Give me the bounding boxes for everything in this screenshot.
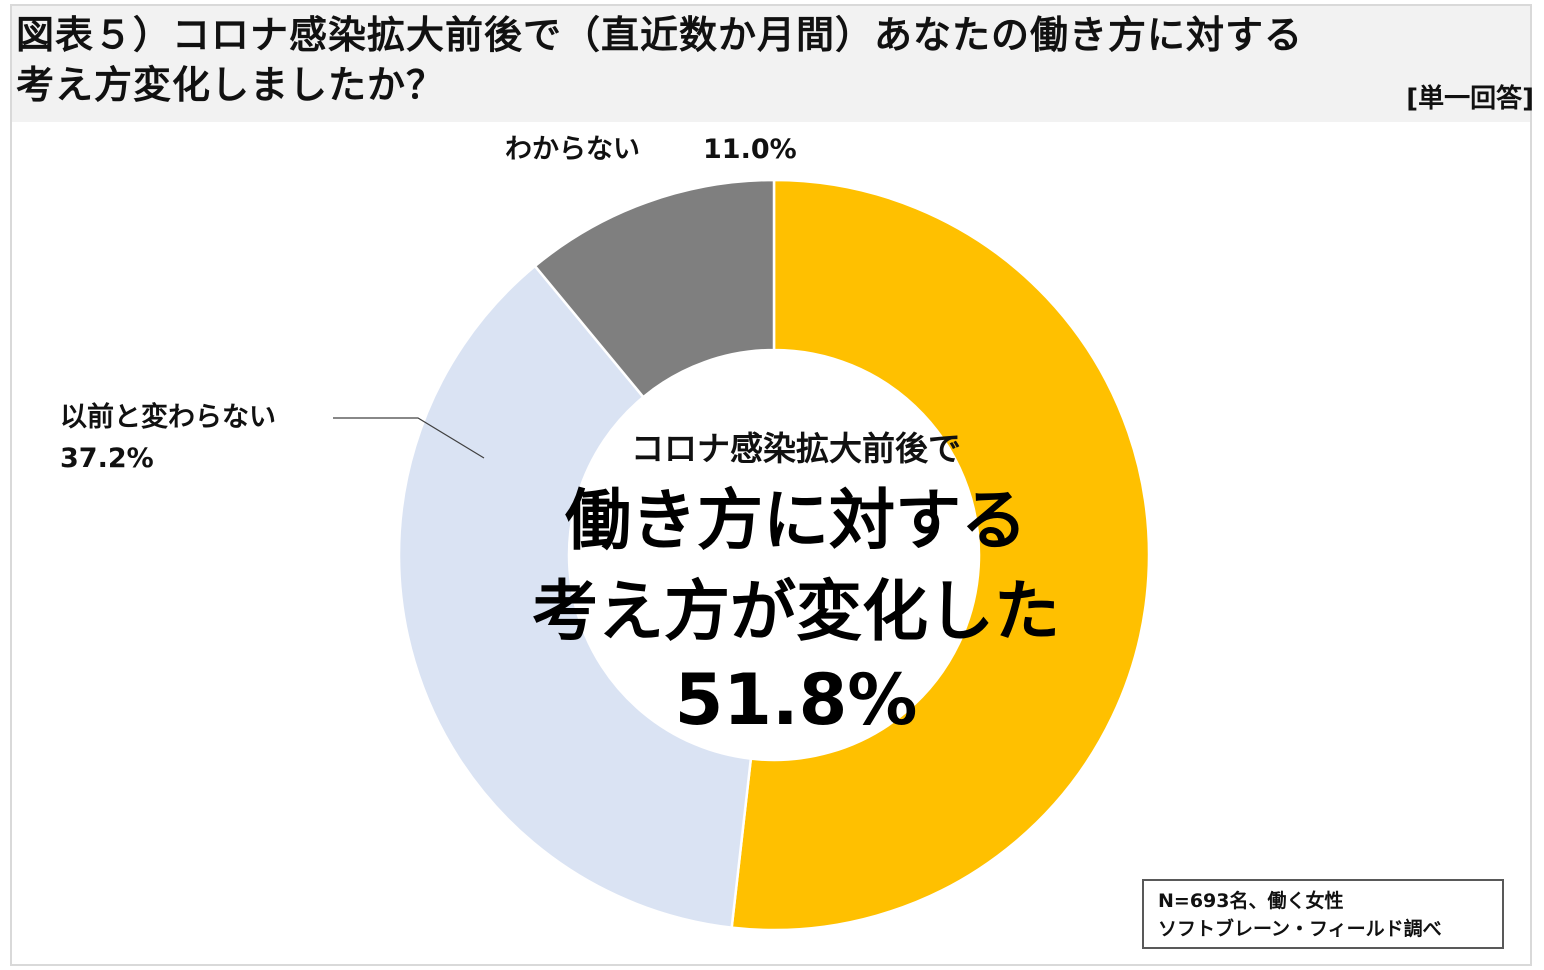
sample-note-line1: N=693名、働く女性 [1158, 890, 1344, 912]
slice-unknown [533, 178, 776, 399]
slice-label-unchanged: 以前と変わらない [60, 401, 276, 433]
chart-title-line2: 考え方変化しましたか？ [16, 63, 446, 107]
center-label-line3: 考え方が変化した [532, 573, 1060, 650]
center-label-line4: 51.8% [675, 659, 918, 741]
slice-unchanged [397, 264, 753, 929]
center-label-line1: コロナ感染拡大前後で [631, 429, 961, 468]
slice-value-unchanged: 37.2% [60, 443, 154, 474]
slice-group [397, 178, 1151, 932]
slice-changed [730, 178, 1151, 932]
sample-note-box: N=693名、働く女性 ソフトブレーン・フィールド調べ [1142, 879, 1504, 949]
chart-title: 図表５）コロナ感染拡大前後で（直近数か月間）あなたの働き方に対する 考え方変化し… [16, 10, 1416, 110]
slice-value-unknown: 11.0% [703, 134, 797, 165]
answer-type-label: [単一回答] [1406, 84, 1534, 114]
chart-title-line1: 図表５）コロナ感染拡大前後で（直近数か月間）あなたの働き方に対する [16, 13, 1304, 57]
slice-label-unknown: わからない [505, 134, 640, 165]
title-bar [12, 6, 1530, 122]
center-label-line2: 働き方に対する [565, 482, 1027, 559]
sample-note-line2: ソフトブレーン・フィールド調べ [1158, 918, 1442, 940]
leader-line-unchanged [333, 417, 485, 459]
